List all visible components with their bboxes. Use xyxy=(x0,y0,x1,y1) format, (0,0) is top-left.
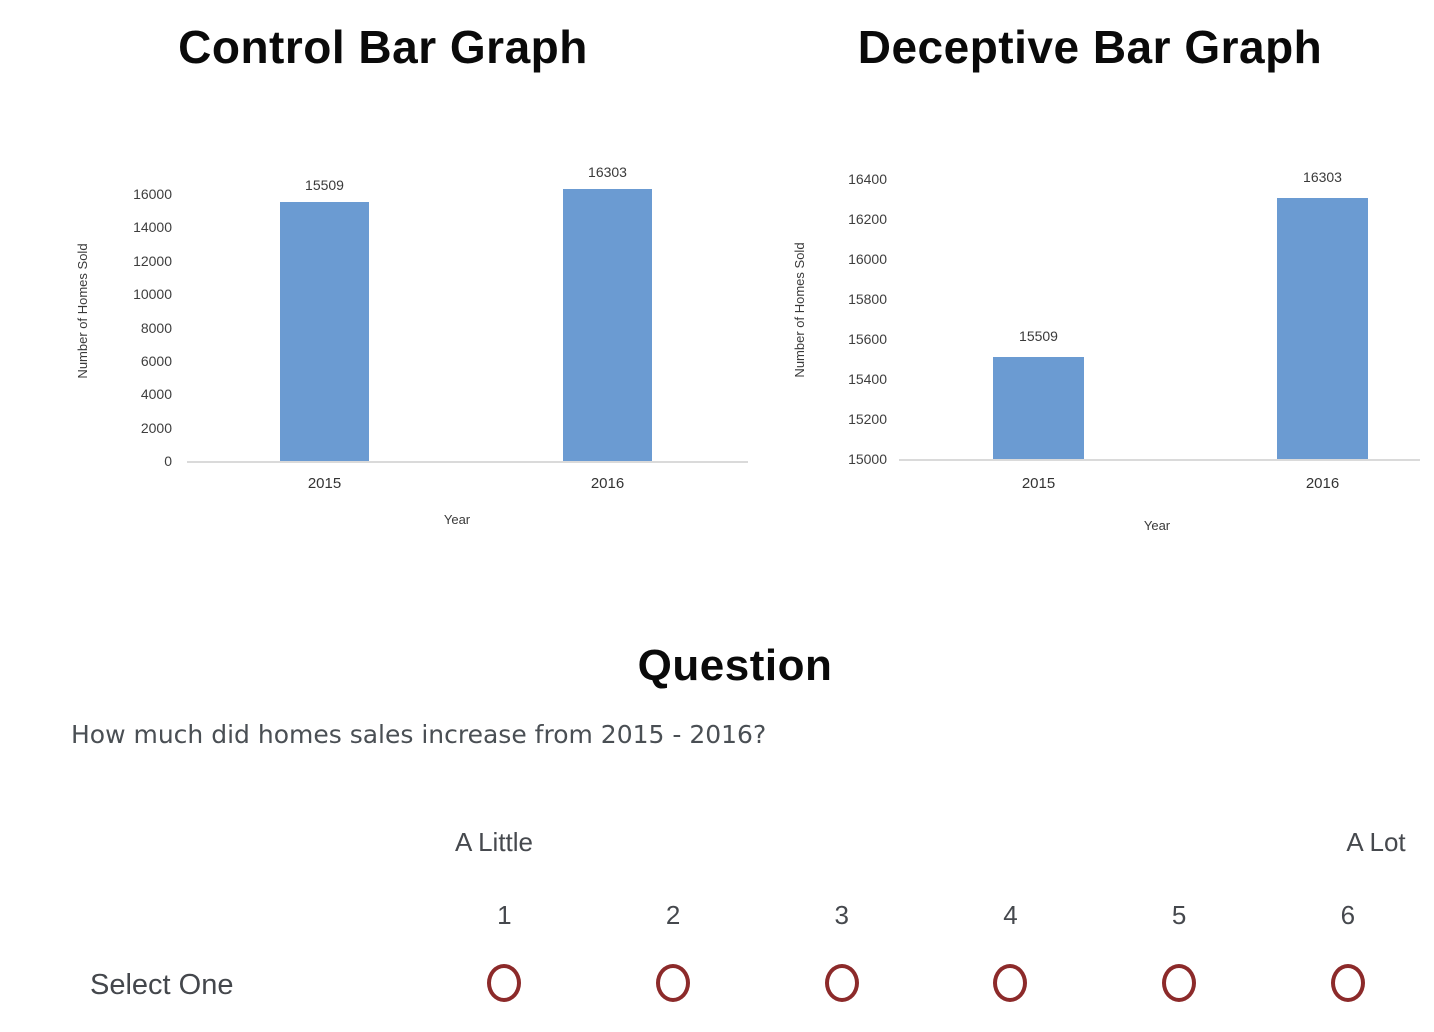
y-tick-label: 15200 xyxy=(848,411,887,427)
x-category-label: 2016 xyxy=(590,475,625,492)
deceptive-chart-y-axis-title: Number of Homes Sold xyxy=(792,242,807,378)
deceptive-chart-title: Deceptive Bar Graph xyxy=(857,21,1323,73)
scale-number-2: 2 xyxy=(665,900,681,930)
bar-value-label: 15509 xyxy=(305,177,344,194)
radio-option-2[interactable] xyxy=(656,964,691,1002)
scale-low-anchor-label: A Little xyxy=(454,827,534,857)
radio-option-1[interactable] xyxy=(487,964,522,1002)
scale-number-5: 5 xyxy=(1171,900,1187,930)
radio-option-3[interactable] xyxy=(824,964,859,1002)
radio-option-5[interactable] xyxy=(1162,964,1197,1002)
bar-2015 xyxy=(993,357,1084,459)
y-tick-label: 10000 xyxy=(133,286,172,303)
bar-2015 xyxy=(280,202,369,461)
question-title: Question xyxy=(637,641,833,690)
y-tick-label: 15600 xyxy=(848,331,887,347)
y-tick-label: 0 xyxy=(164,453,172,469)
x-axis-line xyxy=(187,461,748,463)
y-tick-label: 8000 xyxy=(140,319,172,336)
control-chart-title: Control Bar Graph xyxy=(178,21,588,73)
select-one-label: Select One xyxy=(90,969,234,1001)
y-tick-label: 15800 xyxy=(848,291,887,307)
x-category-label: 2015 xyxy=(1021,475,1056,492)
y-tick-label: 16400 xyxy=(848,171,887,187)
y-tick-label: 4000 xyxy=(140,386,172,403)
x-category-label: 2016 xyxy=(1305,475,1340,492)
y-tick-label: 12000 xyxy=(133,252,172,269)
y-tick-label: 16200 xyxy=(848,211,887,227)
control-chart-x-axis-title: Year xyxy=(443,512,471,527)
scale-high-anchor-label: A Lot xyxy=(1346,827,1406,857)
y-tick-label: 15000 xyxy=(848,451,887,467)
y-tick-label: 14000 xyxy=(133,219,172,236)
scale-number-3: 3 xyxy=(834,900,849,930)
y-tick-label: 16000 xyxy=(133,186,172,202)
y-tick-label: 2000 xyxy=(140,419,172,436)
scale-number-4: 4 xyxy=(1003,900,1018,930)
radio-option-4[interactable] xyxy=(993,964,1028,1002)
x-category-label: 2015 xyxy=(307,475,342,492)
radio-option-6[interactable] xyxy=(1330,964,1365,1002)
bar-value-label: 15509 xyxy=(1019,328,1058,345)
deceptive-chart-x-axis-title: Year xyxy=(1143,518,1171,533)
bar-value-label: 16303 xyxy=(1303,169,1342,186)
bar-2016 xyxy=(563,188,652,461)
x-axis-line xyxy=(899,459,1420,461)
scale-number-6: 6 xyxy=(1340,900,1356,930)
bar-value-label: 16303 xyxy=(588,163,627,180)
y-tick-label: 16000 xyxy=(848,251,887,267)
bar-2016 xyxy=(1277,198,1368,459)
y-tick-label: 15400 xyxy=(848,371,887,387)
scale-number-1: 1 xyxy=(497,900,512,930)
y-tick-label: 6000 xyxy=(140,352,172,369)
question-text: How much did homes sales increase from 2… xyxy=(71,720,767,749)
